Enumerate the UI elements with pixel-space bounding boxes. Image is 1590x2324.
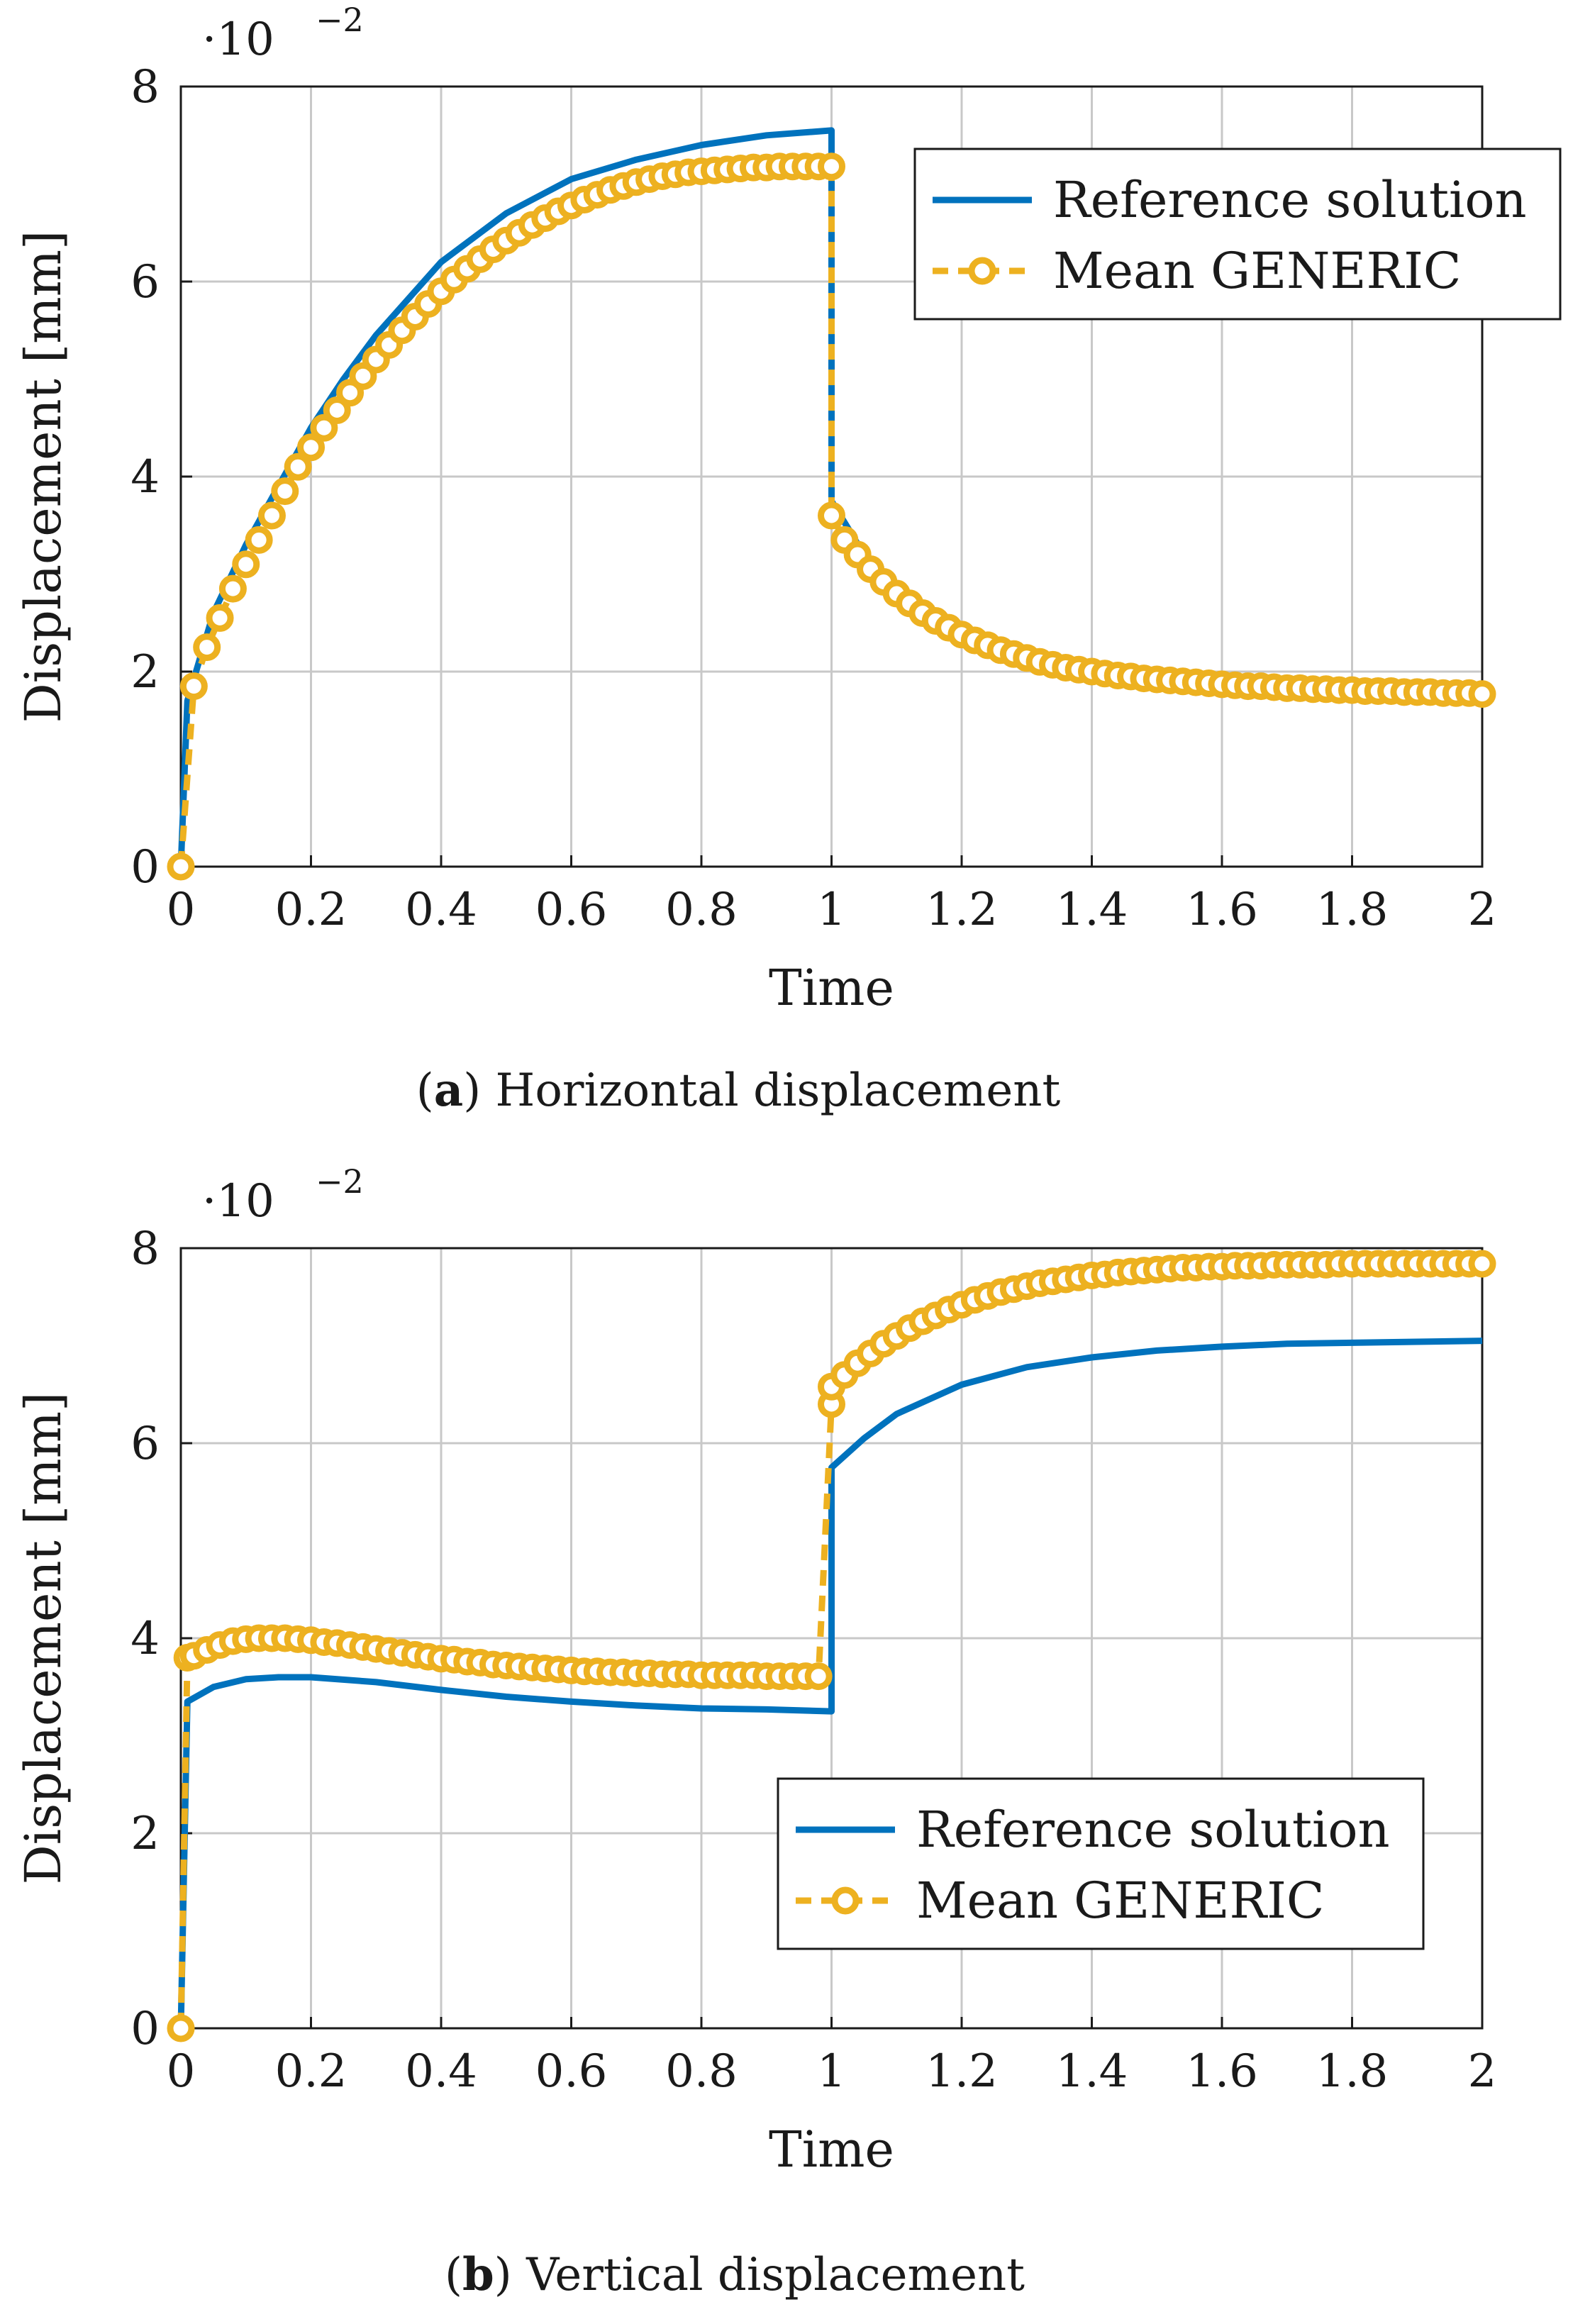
data-point bbox=[232, 550, 260, 579]
data-point bbox=[297, 433, 325, 462]
data-point bbox=[206, 604, 234, 632]
y-tick-label: 0 bbox=[130, 841, 160, 894]
legend-label-generic: Mean GENERIC bbox=[1053, 242, 1461, 300]
y-tick-label: 6 bbox=[130, 256, 160, 308]
x-tick-label: 0.6 bbox=[535, 884, 608, 936]
x-tick-label: 1.2 bbox=[925, 884, 998, 936]
x-axis-label: Time bbox=[769, 2120, 894, 2179]
x-tick-label: 1 bbox=[817, 2045, 846, 2098]
legend: Reference solution Mean GENERIC bbox=[913, 148, 1562, 321]
data-point bbox=[818, 152, 845, 181]
x-axis-label: Time bbox=[769, 959, 894, 1017]
axis-exponent-label: ·10 bbox=[202, 1175, 274, 1228]
panel-vertical-displacement: 0 0.2 0.4 0.6 0.8 1 1.2 1.4 1.6 1.8 2 0 2 4 6 8 Time Disp… bbox=[0, 1162, 1590, 2324]
caption-horizontal-displacement: (a) Horizontal displacement bbox=[416, 1064, 1061, 1117]
data-point bbox=[1468, 1250, 1496, 1278]
axis-ticks: 0 0.2 0.4 0.6 0.8 1 1.2 1.4 1.6 1.8 2 0 2 4 6 8 bbox=[130, 61, 1496, 936]
y-axis-label: Displacement [mm] bbox=[14, 1392, 72, 1885]
legend-swatch-generic-marker bbox=[968, 257, 996, 285]
series-reference-solution bbox=[177, 1338, 1483, 2029]
caption-letter: a bbox=[433, 1064, 464, 1117]
x-tick-label: 1.8 bbox=[1316, 884, 1389, 936]
data-point bbox=[271, 477, 299, 506]
data-point bbox=[323, 396, 351, 424]
data-point bbox=[818, 501, 845, 530]
x-tick-label: 0.2 bbox=[275, 884, 348, 936]
data-point bbox=[193, 633, 221, 662]
x-tick-label: 1.8 bbox=[1316, 2045, 1389, 2098]
caption-letter: b bbox=[462, 2248, 494, 2301]
x-tick-label: 1.4 bbox=[1056, 2045, 1128, 2098]
x-tick-label: 0.4 bbox=[405, 884, 477, 936]
data-point bbox=[1468, 680, 1496, 708]
legend-swatch-generic-marker bbox=[831, 1886, 860, 1915]
axis-exponent-label: ·10 bbox=[202, 13, 274, 66]
caption-text: Vertical displacement bbox=[526, 2249, 1025, 2301]
y-tick-label: 4 bbox=[130, 451, 160, 504]
axis-exponent-power: −2 bbox=[316, 1162, 364, 1201]
data-point bbox=[167, 852, 195, 881]
axis-exponent-power: −2 bbox=[316, 1, 364, 39]
legend-label-reference: Reference solution bbox=[1053, 171, 1527, 229]
y-tick-label: 0 bbox=[130, 2003, 160, 2055]
x-tick-label: 0.2 bbox=[275, 2045, 348, 2098]
data-point bbox=[245, 526, 273, 554]
x-tick-label: 0.8 bbox=[665, 884, 738, 936]
data-point bbox=[218, 574, 247, 603]
x-tick-label: 2 bbox=[1468, 2045, 1497, 2098]
series-mean-generic bbox=[167, 152, 1496, 881]
data-point bbox=[257, 501, 286, 530]
caption-text: Horizontal displacement bbox=[495, 1064, 1061, 1117]
legend-label-reference: Reference solution bbox=[916, 1801, 1390, 1859]
x-tick-label: 0 bbox=[167, 2045, 196, 2098]
series-reference-solution-line bbox=[177, 1338, 1483, 2029]
chart-horizontal-displacement: 0 0.2 0.4 0.6 0.8 1 1.2 1.4 1.6 1.8 2 0 2 4 6 8 Time Disp… bbox=[14, 1, 1562, 1017]
y-tick-label: 2 bbox=[130, 646, 160, 699]
axis-ticks: 0 0.2 0.4 0.6 0.8 1 1.2 1.4 1.6 1.8 2 0 2 4 6 8 bbox=[130, 1223, 1496, 2098]
legend-box bbox=[777, 1777, 1425, 1950]
y-tick-label: 4 bbox=[130, 1613, 160, 1665]
chart-vertical-displacement: 0 0.2 0.4 0.6 0.8 1 1.2 1.4 1.6 1.8 2 0 2 4 6 8 Time Disp… bbox=[14, 1162, 1496, 2179]
y-tick-label: 8 bbox=[130, 61, 160, 113]
x-tick-label: 0.6 bbox=[535, 2045, 608, 2098]
x-tick-label: 1.6 bbox=[1186, 2045, 1258, 2098]
y-tick-label: 6 bbox=[130, 1418, 160, 1470]
x-tick-label: 1.2 bbox=[925, 2045, 998, 2098]
x-tick-label: 0 bbox=[167, 884, 196, 936]
data-point bbox=[284, 452, 312, 481]
panel-horizontal-displacement: 0 0.2 0.4 0.6 0.8 1 1.2 1.4 1.6 1.8 2 0 2 4 6 8 Time Disp… bbox=[0, 0, 1590, 1149]
x-tick-label: 0.4 bbox=[405, 2045, 477, 2098]
x-tick-label: 2 bbox=[1468, 884, 1497, 936]
y-tick-label: 8 bbox=[130, 1223, 160, 1275]
data-point bbox=[179, 672, 208, 701]
series-mean-generic bbox=[167, 1250, 1496, 2042]
caption-vertical-displacement: (b) Vertical displacement bbox=[445, 2248, 1025, 2301]
x-tick-label: 0.8 bbox=[665, 2045, 738, 2098]
legend-label-generic: Mean GENERIC bbox=[916, 1872, 1324, 1930]
x-tick-label: 1.6 bbox=[1186, 884, 1258, 936]
data-point bbox=[310, 413, 338, 442]
legend-box bbox=[913, 148, 1562, 321]
y-tick-label: 2 bbox=[130, 1808, 160, 1860]
legend: Reference solution Mean GENERIC bbox=[777, 1777, 1425, 1950]
x-tick-label: 1.4 bbox=[1056, 884, 1128, 936]
y-axis-label: Displacement [mm] bbox=[14, 230, 72, 723]
data-point bbox=[804, 1662, 833, 1691]
data-point bbox=[167, 2014, 195, 2042]
x-tick-label: 1 bbox=[817, 884, 846, 936]
